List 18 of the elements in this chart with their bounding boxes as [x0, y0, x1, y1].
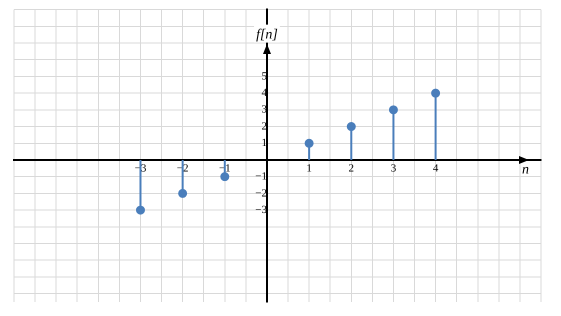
point — [136, 206, 145, 215]
point — [304, 138, 314, 148]
y-tick-label: 2 — [261, 120, 267, 132]
y-tick-label: −2 — [255, 187, 267, 200]
y-tick-label: 4 — [261, 87, 268, 100]
point — [220, 172, 230, 182]
y-tick-label: 1 — [261, 137, 267, 150]
x-tick-label: 3 — [390, 162, 397, 174]
point — [431, 88, 440, 98]
point — [346, 122, 356, 132]
x-tick-label: 1 — [306, 162, 312, 174]
x-axis-title: n — [522, 162, 529, 178]
point — [388, 105, 398, 114]
x-tick-label: 2 — [348, 162, 354, 174]
y-axis-title: f[n] — [256, 27, 278, 42]
y-tick-label: −1 — [255, 170, 267, 183]
x-tick-label: 4 — [432, 162, 439, 174]
point — [178, 188, 188, 198]
